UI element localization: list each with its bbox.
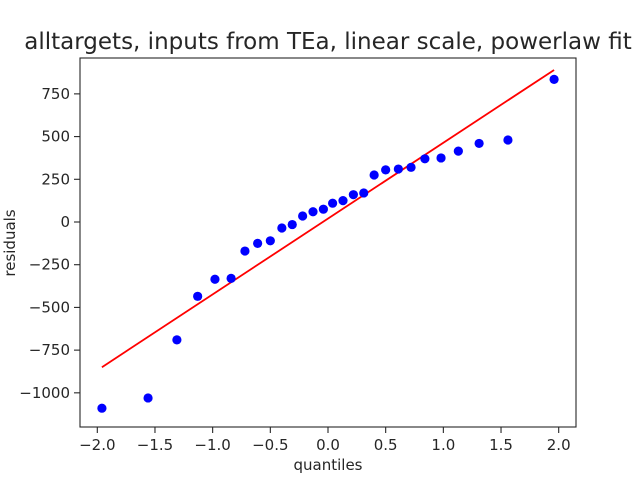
chart-title: alltargets, inputs from TEa, linear scal…	[24, 29, 631, 55]
data-point	[172, 335, 182, 345]
data-point	[97, 403, 107, 413]
y-tick-label: 500	[41, 128, 70, 146]
data-point	[226, 273, 236, 283]
data-point	[406, 162, 416, 172]
data-point	[503, 135, 513, 145]
y-tick-label: −500	[29, 298, 70, 316]
data-point	[318, 204, 328, 214]
data-point	[359, 188, 369, 198]
data-point	[436, 153, 446, 163]
data-point	[287, 219, 297, 230]
data-point	[308, 207, 318, 217]
x-tick-label: −2.0	[79, 436, 115, 454]
y-axis: −1000 −750 −500 −250 0 250 500 750	[19, 85, 80, 402]
x-tick-label: −1.0	[194, 436, 230, 454]
x-axis: −2.0 −1.5 −1.0 −0.5 0.0 0.5 1.0 1.5 2.0	[79, 427, 571, 454]
y-tick-label: 250	[41, 170, 70, 188]
data-point	[277, 223, 287, 233]
x-tick-label: 2.0	[547, 436, 571, 454]
plot-area	[79, 57, 577, 428]
data-point	[193, 291, 203, 301]
x-tick-label: 0.5	[374, 436, 398, 454]
y-tick-label: −250	[29, 256, 70, 274]
data-point	[348, 190, 358, 200]
data-point	[240, 246, 250, 256]
data-point	[549, 74, 559, 84]
fit-line	[101, 69, 555, 368]
x-tick-label: 0.0	[316, 436, 340, 454]
data-point	[143, 393, 153, 403]
data-point	[338, 196, 348, 206]
data-point	[253, 238, 263, 248]
data-point	[420, 154, 430, 164]
y-tick-label: −750	[29, 341, 70, 359]
y-tick-label: 750	[41, 85, 70, 103]
data-point	[265, 236, 275, 246]
data-point	[381, 165, 391, 175]
y-tick-label: 0	[60, 213, 70, 231]
x-tick-label: −1.5	[137, 436, 173, 454]
data-point	[474, 138, 484, 149]
data-point	[298, 211, 308, 221]
data-point	[393, 164, 403, 174]
x-tick-label: −0.5	[252, 436, 288, 454]
data-point	[328, 198, 338, 208]
y-tick-label: −1000	[19, 384, 70, 402]
plot-frame	[79, 57, 577, 428]
data-point	[210, 274, 220, 284]
x-tick-label: 1.5	[489, 436, 513, 454]
y-axis-label: residuals	[1, 209, 19, 276]
data-point	[369, 170, 379, 180]
data-point	[453, 146, 463, 156]
x-tick-label: 1.0	[431, 436, 455, 454]
x-axis-label: quantiles	[294, 456, 363, 474]
